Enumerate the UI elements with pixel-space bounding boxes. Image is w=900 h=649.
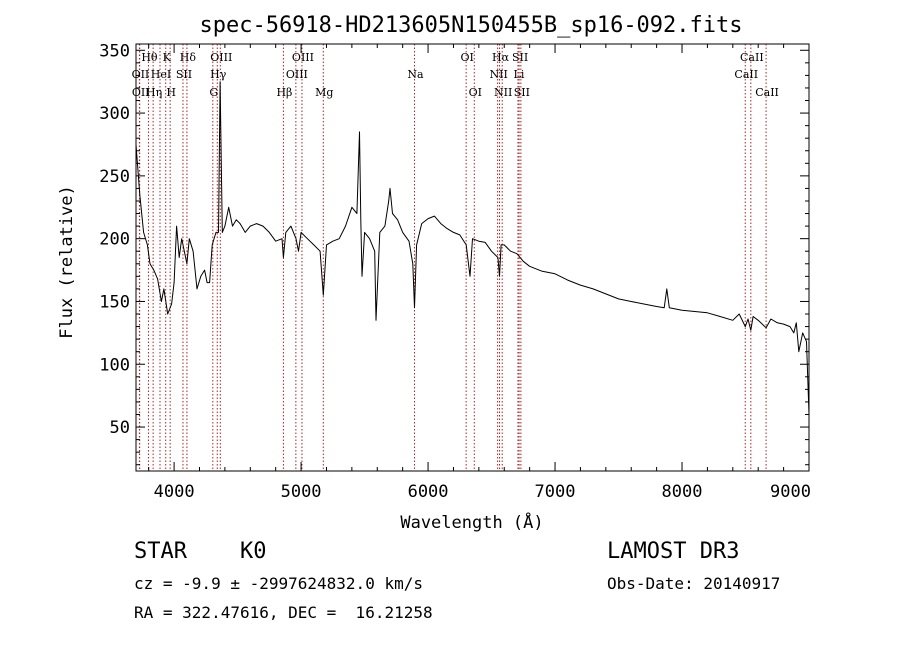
- line-label-17: OI: [460, 51, 473, 64]
- spectral-line-markers: [138, 44, 767, 471]
- x-tick-label: 6000: [408, 482, 449, 502]
- line-label-24: SII: [514, 86, 530, 99]
- plot-area: [135, 81, 810, 415]
- line-label-23: Li: [514, 68, 525, 81]
- line-label-2: OII: [132, 86, 150, 99]
- line-label-20: NII: [489, 68, 507, 81]
- line-label-12: Hβ: [276, 86, 292, 99]
- x-tick-label: 8000: [662, 482, 703, 502]
- y-tick-label: 250: [99, 167, 130, 187]
- line-label-15: Mg: [315, 86, 333, 99]
- line-label-13: OIII: [292, 51, 314, 64]
- line-label-22: SII: [512, 51, 528, 64]
- y-tick-label: 200: [99, 230, 130, 250]
- x-tick-label: 4000: [154, 482, 195, 502]
- y-tick-label: 300: [99, 104, 130, 124]
- line-label-5: K: [163, 51, 172, 64]
- line-label-14: OIII: [286, 68, 308, 81]
- x-tick-label: 7000: [535, 482, 576, 502]
- line-label-25: CaII: [740, 51, 764, 64]
- ra-dec: RA = 322.47616, DEC = 16.21258: [134, 603, 433, 622]
- line-label-11: G: [209, 86, 218, 99]
- obs-date: Obs-Date: 20140917: [607, 574, 781, 593]
- line-label-3: HeI: [151, 68, 171, 81]
- x-tick-label: 9000: [770, 482, 811, 502]
- x-tick-label: 5000: [281, 482, 322, 502]
- y-tick-label: 50: [110, 418, 130, 438]
- line-label-18: OI: [469, 86, 482, 99]
- line-label-0: Hθ: [141, 51, 158, 64]
- line-label-1: OII: [132, 68, 150, 81]
- line-label-19: Hα: [492, 51, 510, 64]
- line-label-10: Hγ: [210, 68, 227, 81]
- plot-frame: [135, 43, 810, 472]
- line-label-21: NII: [494, 86, 512, 99]
- y-tick-label: 150: [99, 292, 130, 312]
- chart-title: spec-56918-HD213605N150455B_sp16-092.fit…: [199, 13, 742, 38]
- y-axis-label: Flux (relative): [57, 185, 77, 339]
- line-label-16: Na: [407, 68, 424, 81]
- y-tick-label: 350: [99, 41, 130, 61]
- line-label-8: Hδ: [180, 51, 197, 64]
- line-label-27: CaII: [755, 86, 779, 99]
- x-axis: 4000 5000 6000 7000 8000 9000: [148, 44, 811, 502]
- y-tick-label: 100: [99, 355, 130, 375]
- object-class: STAR: [134, 539, 187, 564]
- line-label-6: SII: [176, 68, 192, 81]
- line-label-4: Hη: [146, 86, 162, 99]
- x-axis-label: Wavelength (Å): [400, 511, 543, 533]
- line-label-7: H: [166, 86, 176, 99]
- line-label-9: OIII: [210, 51, 232, 64]
- object-subclass: K0: [240, 539, 267, 564]
- line-label-26: CaII: [734, 68, 758, 81]
- redshift-text: cz = -9.9 ± -2997624832.0 km/s: [134, 574, 423, 593]
- spectrum-line: [135, 81, 810, 415]
- y-axis: 50 100 150 200 250 300 350: [99, 41, 809, 466]
- survey-name: LAMOST DR3: [607, 539, 740, 564]
